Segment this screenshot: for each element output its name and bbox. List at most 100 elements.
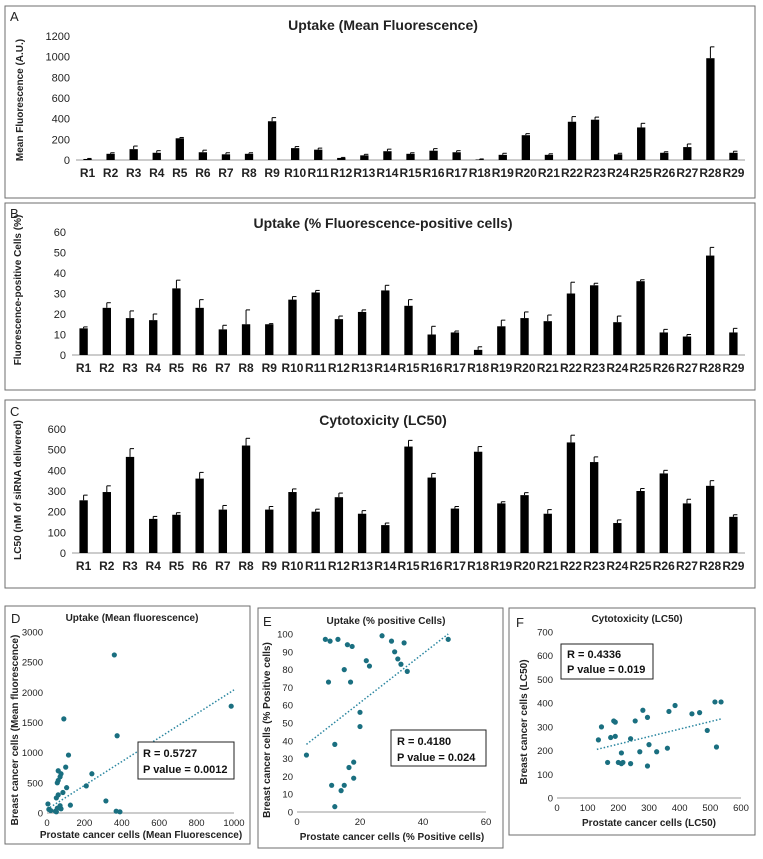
panel-c-bar — [473, 451, 483, 553]
panel-c-category-label: R17 — [444, 559, 466, 573]
panel-c-category-label: R6 — [192, 559, 208, 573]
panel-b-category-label: R25 — [630, 361, 652, 375]
panel-b-category-label: R6 — [192, 361, 208, 375]
panel-d-point — [228, 703, 234, 709]
panel-a-category-label: R12 — [330, 166, 352, 180]
panel-b-category-label: R28 — [699, 361, 721, 375]
panel-b-category-label: R23 — [583, 361, 605, 375]
panel-f-point — [646, 742, 652, 748]
panel-f-point — [598, 724, 605, 730]
panel-a-bar — [198, 152, 208, 160]
panel-c-bar — [381, 525, 390, 553]
panel-e-point — [349, 643, 355, 650]
panel-f-point — [697, 710, 703, 716]
panel-b-category-label: R10 — [281, 361, 303, 375]
panel-d-point — [45, 801, 51, 807]
panel-f-frame — [508, 607, 756, 836]
panel-c-category-label: R18 — [467, 559, 489, 573]
scatter-chart-d: 0 500 1000 1500 2000 2500 3000 0 200 400 600 800 100… — [22, 628, 245, 830]
panel-e-r-value: R = 0.4180 — [397, 736, 451, 748]
panel-b-frame — [4, 202, 756, 391]
panel-a-ytick-label: 1000 — [46, 52, 70, 64]
panel-b-category-label: R9 — [262, 361, 278, 375]
panel-f-ytick-label: 400 — [537, 699, 553, 710]
panel-a-title: Uptake (Mean Fluorescence) — [288, 17, 478, 33]
panel-c-bar — [218, 509, 228, 553]
panel-a-category-label: R9 — [264, 166, 280, 180]
panel-d-point — [65, 752, 72, 758]
panel-c-bar — [79, 500, 88, 553]
panel-e-letter: E — [263, 614, 272, 629]
panel-c-category-label: R29 — [722, 559, 744, 573]
panel-d-xtick-label: 800 — [189, 818, 205, 829]
panel-d-point — [60, 789, 66, 796]
panel-b-category-label: R8 — [238, 361, 254, 375]
panel-b-bar — [497, 326, 506, 355]
panel-d-point — [111, 652, 117, 658]
panel-b-ytick-label: 30 — [54, 289, 66, 301]
panel-c-bar — [125, 456, 135, 553]
panel-c-bar — [497, 503, 506, 553]
panel-f-ylabel: Breast cancer cells (LC50) — [519, 659, 530, 784]
scatter-chart-f: 0 100 200 300 400 500 600 700 0 100 200 300 400 500 60… — [537, 628, 749, 815]
panel-d-point — [48, 807, 54, 814]
panel-e-point — [351, 759, 357, 765]
panel-c-category-label: R16 — [421, 559, 443, 573]
panel-a-category-label: R16 — [423, 166, 445, 180]
panel-e-ytick-label: 100 — [277, 630, 293, 641]
panel-c-bar — [682, 503, 692, 553]
panel-b-category-label: R22 — [560, 361, 582, 375]
panel-c-category-label: R23 — [583, 559, 605, 573]
panel-d-point — [89, 771, 95, 777]
panel-b-ytick-label: 60 — [54, 227, 66, 239]
panel-c-category-label: R10 — [281, 559, 303, 573]
panel-b-category-label: R1 — [76, 361, 92, 375]
panel-d-point — [83, 783, 89, 789]
panel-f-point — [612, 733, 618, 739]
panel-d-ytick-label: 2500 — [22, 658, 43, 669]
panel-e-point — [395, 656, 401, 662]
panel-a-bar — [475, 159, 484, 160]
panel-e-ylabel: Breast cancer cells (% Positive cells) — [262, 642, 273, 818]
panel-c-ylabel: LC50 (nM of siRNA delivered) — [13, 420, 24, 560]
panel-a-category-label: R17 — [446, 166, 468, 180]
panel-a-letter: A — [10, 9, 19, 24]
panel-e-ytick-label: 70 — [282, 683, 293, 694]
panel-a-category-label: R19 — [492, 166, 514, 180]
panel-d-point — [67, 802, 73, 808]
panel-b-bar — [79, 328, 88, 355]
panel-c-bar — [427, 477, 436, 553]
panel-b-bar — [706, 255, 715, 355]
panel-e-point — [351, 775, 357, 781]
panel-c-bar — [636, 491, 645, 553]
panel-c-category-label: R20 — [514, 559, 536, 573]
panel-b-category-label: R7 — [215, 361, 231, 375]
panel-e-point — [322, 636, 328, 642]
panel-b-bar — [102, 307, 111, 355]
panel-f-ytick-label: 500 — [537, 675, 553, 686]
panel-b-bar — [729, 332, 738, 355]
panel-e-point — [335, 636, 341, 642]
panel-c-bar — [589, 462, 599, 553]
panel-a-category-label: R24 — [607, 166, 629, 180]
panel-e-point — [344, 642, 350, 648]
panel-a-ytick-label: 1200 — [46, 31, 70, 43]
panel-d-r-value: R = 0.5727 — [143, 748, 197, 760]
panel-b-category-label: R16 — [421, 361, 443, 375]
panel-a-bar — [337, 157, 346, 160]
panel-e-point — [398, 661, 404, 667]
panel-c-bar — [288, 492, 297, 553]
panel-a-bar — [267, 121, 277, 160]
panel-e-point — [341, 782, 347, 788]
panel-f-point — [595, 737, 602, 743]
panel-a-bar — [613, 154, 623, 160]
panel-d-frame — [4, 605, 251, 845]
panel-c-category-label: R1 — [76, 559, 92, 573]
panel-b-bar — [682, 336, 692, 355]
panel-d-ylabel: Breast cancer cells (Mean fluorescence) — [10, 635, 21, 826]
panel-a-bar — [221, 154, 231, 160]
panel-c-bar — [659, 473, 668, 553]
panel-b-category-label: R19 — [490, 361, 512, 375]
panel-a-category-label: R15 — [399, 166, 421, 180]
